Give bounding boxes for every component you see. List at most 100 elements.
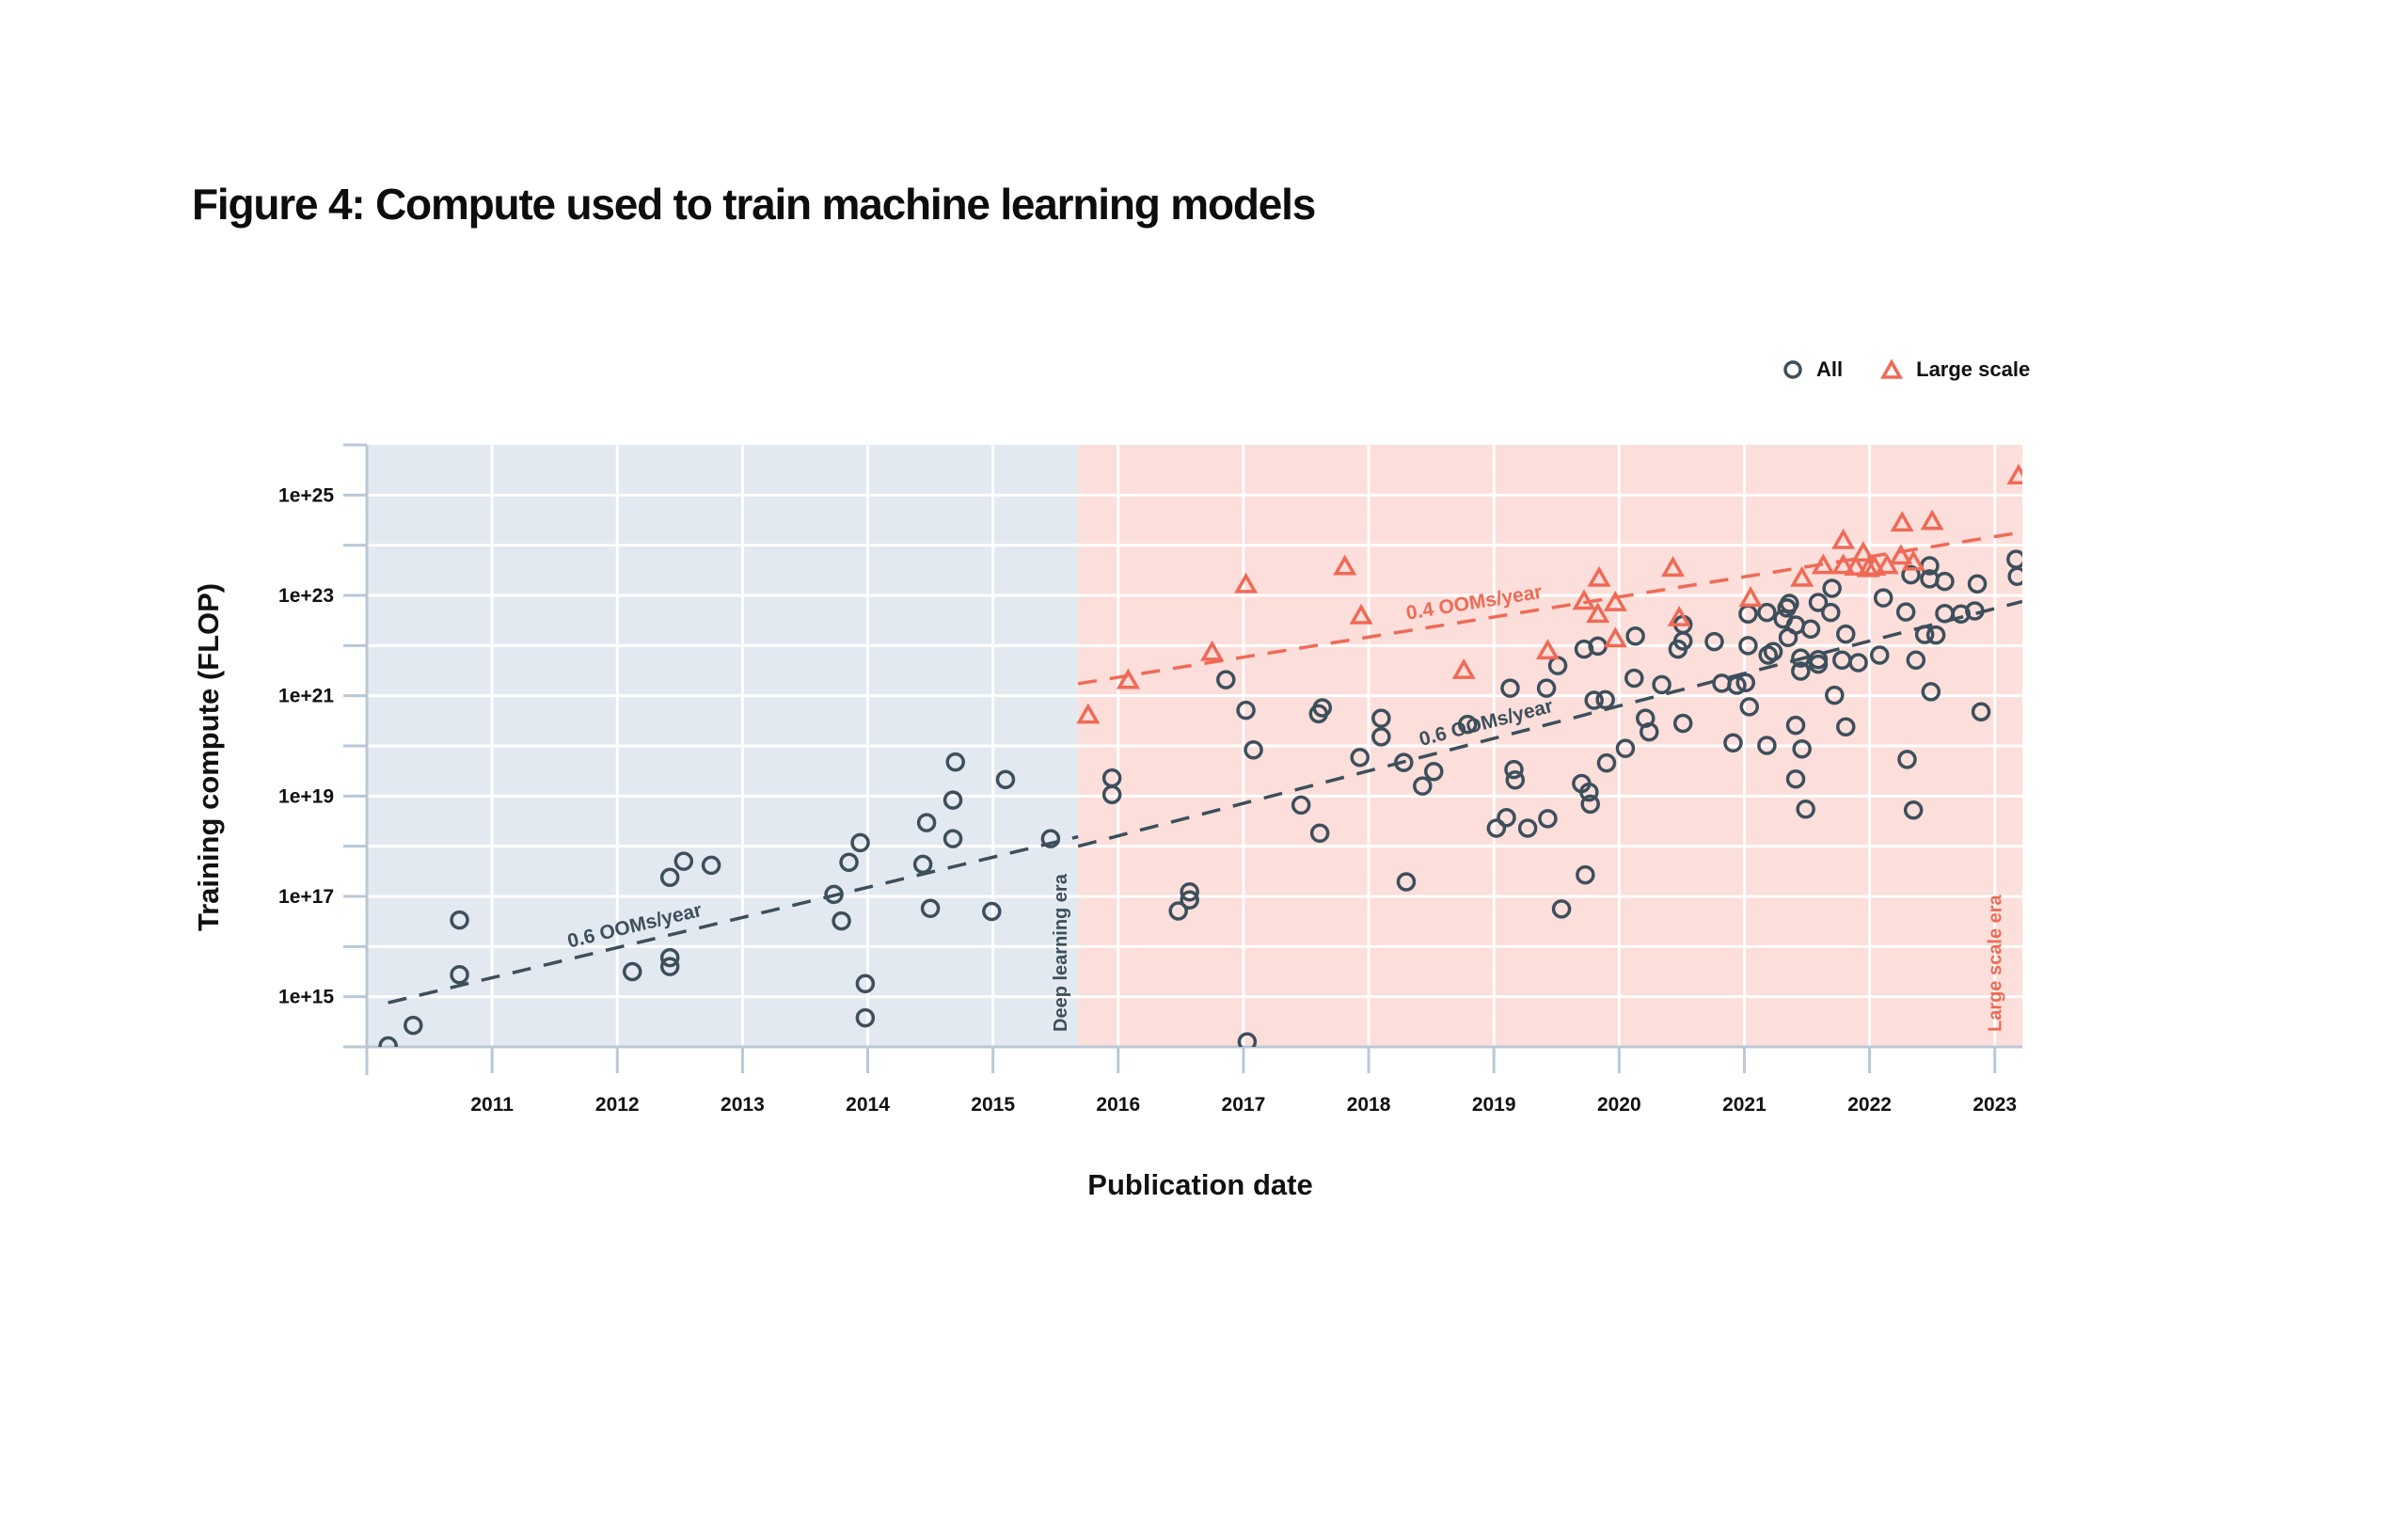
- data-point-large-scale: [1603, 590, 1627, 611]
- legend-item-large-scale: Large scale: [1880, 357, 2030, 382]
- data-point-all: [1780, 594, 1799, 613]
- data-point-all: [1504, 759, 1524, 780]
- data-point-large-scale: [1667, 605, 1691, 626]
- data-point-all: [850, 832, 870, 853]
- data-point-all: [1371, 727, 1391, 747]
- data-point-all: [1763, 641, 1783, 661]
- data-point-all: [1723, 733, 1743, 753]
- data-point-all: [1836, 717, 1856, 736]
- data-point-all: [1244, 740, 1263, 760]
- data-point-large-scale: [1572, 589, 1596, 610]
- data-point-all: [1551, 899, 1572, 919]
- x-tick-label: 2011: [470, 1094, 514, 1116]
- y-tick-label: 1e+23: [278, 585, 334, 607]
- data-point-all: [404, 1015, 423, 1036]
- data-point-all: [1704, 631, 1724, 652]
- data-point-all: [982, 901, 1002, 922]
- data-point-all: [832, 910, 851, 931]
- data-point-all: [450, 910, 469, 930]
- data-point-all: [1413, 776, 1433, 796]
- data-point-all: [1965, 601, 1985, 621]
- y-tick-label: 1e+19: [278, 785, 334, 807]
- data-point-large-scale: [1333, 554, 1357, 576]
- data-point-all: [1236, 700, 1256, 720]
- data-point-all: [1500, 678, 1520, 698]
- y-axis-title: Training compute (FLOP): [192, 583, 225, 931]
- data-point-all: [1497, 808, 1516, 828]
- data-point-all: [1309, 823, 1330, 844]
- data-point-all: [1237, 1032, 1258, 1047]
- data-point-all: [1624, 668, 1644, 689]
- data-point-large-scale: [1831, 528, 1856, 549]
- data-point-all: [1739, 697, 1760, 717]
- data-point-large-scale: [1901, 549, 1925, 571]
- data-point-all: [1517, 818, 1538, 838]
- data-point-all: [1040, 829, 1061, 848]
- data-point-large-scale: [1535, 639, 1560, 660]
- data-point-all: [1921, 682, 1941, 702]
- data-point-all: [1505, 770, 1526, 790]
- y-tick-label: 1e+25: [278, 484, 334, 506]
- data-point-large-scale: [1811, 553, 1835, 575]
- data-point-all: [1101, 784, 1122, 804]
- data-point-all: [1536, 678, 1557, 698]
- data-point-large-scale: [1451, 657, 1476, 679]
- data-point-all: [1457, 714, 1478, 735]
- triangle-marker-icon: [1880, 359, 1904, 379]
- data-point-large-scale: [1586, 602, 1610, 624]
- data-point-all: [378, 1036, 398, 1047]
- data-point-large-scale: [1889, 544, 1913, 565]
- data-point-large-scale: [1661, 556, 1686, 578]
- circle-marker-icon: [1783, 360, 1802, 379]
- x-tick-label: 2017: [1222, 1094, 1266, 1116]
- y-tick-label: 1e+17: [278, 886, 334, 908]
- data-point-all: [1579, 782, 1599, 802]
- data-point-all: [1350, 748, 1370, 768]
- data-point-all: [673, 851, 694, 871]
- data-point-all: [1312, 698, 1333, 718]
- data-point-all: [945, 752, 965, 772]
- x-tick-label: 2015: [971, 1094, 1015, 1116]
- data-point-all: [1895, 602, 1916, 622]
- data-point-all: [1652, 674, 1671, 695]
- data-point-all: [1168, 901, 1188, 921]
- data-point-all: [1935, 571, 1955, 592]
- axes: 1e+15 1e+17 1e+19 1e+21 1e+23 1e+25 2011 2012 20…: [278, 443, 2022, 1116]
- data-point-all: [1672, 713, 1693, 734]
- data-point-all: [1967, 574, 1988, 594]
- x-tick-label: 2021: [1722, 1094, 1766, 1116]
- data-point-large-scale: [1738, 586, 1763, 608]
- y-tick-label: 1e+15: [278, 987, 334, 1008]
- data-point-large-scale: [1890, 511, 1914, 532]
- data-point-all: [1791, 661, 1811, 681]
- trend-line: [388, 834, 1079, 1005]
- data-point-all: [450, 964, 469, 985]
- data-point-all: [1180, 890, 1199, 910]
- data-point-large-scale: [1349, 603, 1373, 625]
- data-point-all: [1914, 625, 1935, 644]
- chart-title: Figure 4: Compute used to train machine …: [192, 180, 1316, 229]
- data-point-all: [1903, 800, 1924, 820]
- data-point-all: [943, 790, 963, 810]
- data-point-large-scale: [1076, 703, 1101, 724]
- data-point-large-scale: [1603, 626, 1627, 648]
- legend-item-all: All: [1782, 357, 1843, 382]
- data-point-all: [1897, 750, 1917, 769]
- data-point-all: [1580, 794, 1600, 815]
- data-point-all: [1808, 593, 1829, 612]
- x-tick-label: 2022: [1847, 1094, 1892, 1116]
- data-point-all: [1576, 864, 1595, 885]
- data-point-all: [659, 867, 680, 887]
- data-point-all: [1808, 654, 1829, 674]
- data-point-all: [1800, 619, 1821, 639]
- data-point-large-scale: [1875, 553, 1899, 575]
- data-point-large-scale: [1831, 553, 1856, 575]
- data-point-large-scale: [1920, 509, 1944, 530]
- data-point-all: [995, 769, 1016, 789]
- legend-label-large-scale: Large scale: [1916, 357, 2031, 381]
- data-point-all: [1371, 708, 1391, 728]
- data-point-all: [824, 884, 844, 905]
- data-point-all: [912, 854, 933, 875]
- data-points: [378, 464, 2022, 1047]
- data-point-all: [1596, 752, 1617, 773]
